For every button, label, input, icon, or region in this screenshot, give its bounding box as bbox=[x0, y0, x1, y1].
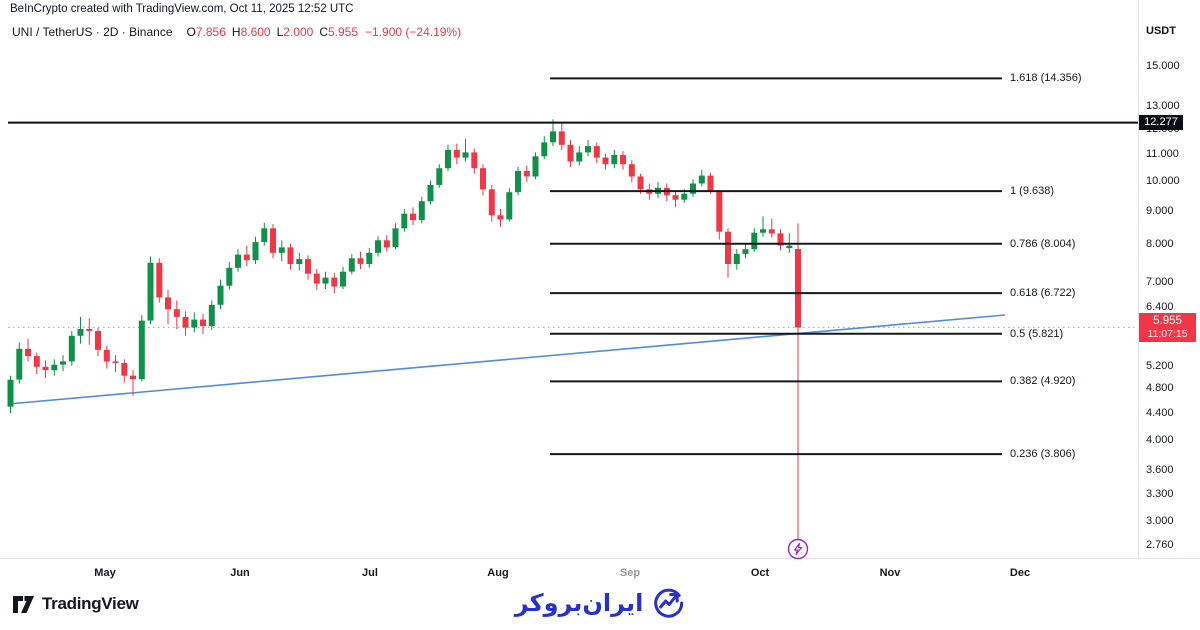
ohlc-letter: H bbox=[231, 25, 241, 39]
ohlc-number: 2.000 bbox=[283, 25, 314, 39]
price-tick: 3.600 bbox=[1146, 463, 1174, 476]
time-axis[interactable] bbox=[0, 558, 1200, 588]
month-label: Nov bbox=[879, 567, 901, 579]
price-tick: 7.000 bbox=[1146, 275, 1174, 288]
price-tick: 8.000 bbox=[1146, 237, 1174, 250]
last-price-label: 5.955 11:07:15 bbox=[1139, 313, 1196, 343]
lightning-marker-icon[interactable] bbox=[785, 537, 811, 563]
ohlc-letter: C bbox=[319, 25, 328, 39]
month-label: Dec bbox=[1009, 567, 1031, 579]
watermark-text: BeInCrypto created with TradingView.com,… bbox=[10, 3, 354, 15]
last-price-value: 5.955 bbox=[1153, 315, 1182, 328]
price-tick: 2.760 bbox=[1146, 539, 1174, 551]
month-label: Jun bbox=[230, 567, 250, 579]
price-tick: 9.000 bbox=[1146, 204, 1174, 217]
iranbroker-logo[interactable]: ایران‌بروکر bbox=[515, 586, 686, 620]
month-label: Oct bbox=[750, 567, 770, 579]
ohlc-number: 5.955 bbox=[327, 25, 359, 39]
tradingview-wordmark: TradingView bbox=[42, 594, 139, 613]
fib-level-label: 1.618 (14.356) bbox=[1010, 72, 1082, 85]
ohlc-number: 8.600 bbox=[240, 25, 271, 39]
price-tick: 4.800 bbox=[1146, 382, 1174, 395]
ohlc-letter: O bbox=[186, 25, 196, 39]
change-value: −1.900 (−24.19%) bbox=[365, 25, 462, 39]
month-label: Sep bbox=[619, 567, 641, 579]
iranbroker-logo-icon bbox=[653, 588, 683, 618]
price-tick: 6.400 bbox=[1146, 301, 1174, 313]
fib-level-label: 0.236 (3.806) bbox=[1010, 448, 1076, 461]
price-tick: 5.200 bbox=[1146, 359, 1174, 372]
price-axis[interactable]: USDT 15.00013.00012.00011.00010.0009.000… bbox=[1138, 0, 1200, 558]
month-label: Aug bbox=[487, 567, 509, 579]
price-tick: 10.000 bbox=[1146, 174, 1180, 187]
price-tick: 15.000 bbox=[1146, 59, 1180, 72]
footer: TradingView ایران‌بروکر bbox=[0, 586, 1200, 630]
price-tick: 11.000 bbox=[1146, 147, 1179, 160]
fib-level-label: 0.382 (4.920) bbox=[1010, 375, 1076, 388]
price-tick: 3.000 bbox=[1146, 515, 1174, 528]
symbol-legend[interactable]: UNI / TetherUS · 2D · Binance O7.856 H8.60… bbox=[12, 25, 461, 39]
price-axis-currency: USDT bbox=[1146, 25, 1176, 37]
iranbroker-wordmark: ایران‌بروکر bbox=[514, 589, 644, 617]
price-tick: 4.000 bbox=[1146, 434, 1174, 446]
price-level-label: 12.277 bbox=[1139, 115, 1183, 131]
fib-level-label: 0.5 (5.821) bbox=[1010, 327, 1064, 340]
month-label: Jul bbox=[362, 567, 378, 579]
fib-level-label: 0.618 (6.722) bbox=[1010, 287, 1076, 300]
month-label: May bbox=[94, 567, 116, 579]
price-tick: 13.000 bbox=[1146, 100, 1180, 113]
ohlc-number: 7.856 bbox=[195, 25, 226, 39]
fib-level-label: 0.786 (8.004) bbox=[1010, 237, 1076, 250]
price-tick: 4.400 bbox=[1146, 407, 1174, 419]
price-tick: 3.300 bbox=[1146, 488, 1174, 501]
ohlc-letter: L bbox=[276, 25, 284, 39]
tradingview-logo[interactable]: TradingView bbox=[12, 594, 139, 614]
bar-countdown: 11:07:15 bbox=[1147, 328, 1188, 341]
tradingview-logo-icon bbox=[13, 595, 34, 613]
fib-level-label: 1 (9.638) bbox=[1010, 185, 1055, 198]
ohlc-values: O7.856 H8.600 L2.000 C5.955 bbox=[181, 25, 359, 39]
symbol-title: UNI / TetherUS · 2D · Binance bbox=[12, 25, 173, 39]
